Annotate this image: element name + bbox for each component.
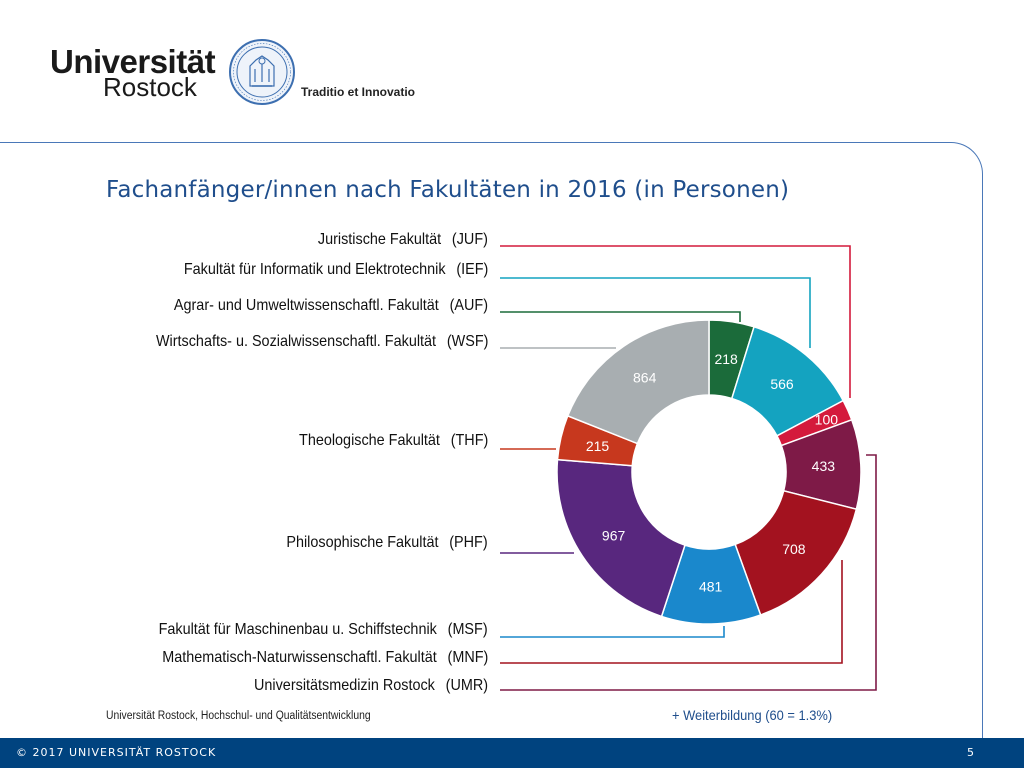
slide-title: Fachanfänger/innen nach Fakultäten in 20… bbox=[106, 177, 790, 203]
university-logo-text: Universität bbox=[50, 43, 216, 80]
legend-code: (MSF) bbox=[448, 621, 488, 638]
legend-item-thf: Theologische Fakultät (THF) bbox=[299, 432, 488, 450]
legend-label: Philosophische Fakultät bbox=[286, 534, 439, 551]
legend-label: Mathematisch-Naturwissenschaftl. Fakultä… bbox=[161, 649, 437, 666]
legend-item-phf: Philosophische Fakultät (PHF) bbox=[287, 534, 488, 552]
legend-label: Fakultät für Informatik und Elektrotechn… bbox=[183, 261, 446, 278]
source-note: Universität Rostock, Hochschul- und Qual… bbox=[106, 710, 371, 722]
legend-code: (WSF) bbox=[446, 333, 488, 350]
legend-item-ief: Fakultät für Informatik und Elektrotechn… bbox=[183, 261, 488, 279]
legend-code: (UMR) bbox=[445, 677, 488, 694]
footer-copyright: © 2017 UNIVERSITÄT ROSTOCK bbox=[16, 746, 217, 759]
university-motto: Traditio et Innovatio bbox=[301, 85, 416, 99]
legend-code: (THF) bbox=[450, 432, 488, 449]
page-number: 5 bbox=[967, 746, 974, 759]
legend-label: Wirtschafts- u. Sozialwissenschaftl. Fak… bbox=[155, 333, 436, 350]
footer-bar: © 2017 UNIVERSITÄT ROSTOCK 5 bbox=[0, 738, 1024, 768]
legend-item-umr: Universitätsmedizin Rostock (UMR) bbox=[254, 677, 488, 695]
legend-item-mnf: Mathematisch-Naturwissenschaftl. Fakultä… bbox=[162, 649, 488, 667]
university-logo-subtext: Rostock bbox=[103, 72, 197, 102]
legend-code: (PHF) bbox=[449, 534, 488, 551]
legend-label: Theologische Fakultät bbox=[298, 432, 440, 449]
university-seal-icon bbox=[229, 39, 295, 105]
content-frame bbox=[0, 142, 983, 738]
legend-label: Universitätsmedizin Rostock bbox=[253, 677, 435, 694]
legend-item-juf: Juristische Fakultät (JUF) bbox=[318, 231, 488, 249]
legend-item-wsf: Wirtschafts- u. Sozialwissenschaftl. Fak… bbox=[156, 333, 488, 351]
continuing-education-note: + Weiterbildung (60 = 1.3%) bbox=[672, 707, 833, 723]
legend-label: Fakultät für Maschinenbau u. Schiffstech… bbox=[158, 621, 438, 638]
legend-code: (IEF) bbox=[456, 261, 488, 278]
legend-label: Juristische Fakultät bbox=[317, 231, 442, 248]
legend-item-auf: Agrar- und Umweltwissenschaftl. Fakultät… bbox=[174, 297, 488, 315]
legend-code: (AUF) bbox=[449, 297, 488, 314]
legend-item-msf: Fakultät für Maschinenbau u. Schiffstech… bbox=[159, 621, 488, 639]
legend-code: (MNF) bbox=[447, 649, 488, 666]
legend-code: (JUF) bbox=[452, 231, 488, 248]
legend-label: Agrar- und Umweltwissenschaftl. Fakultät bbox=[173, 297, 439, 314]
